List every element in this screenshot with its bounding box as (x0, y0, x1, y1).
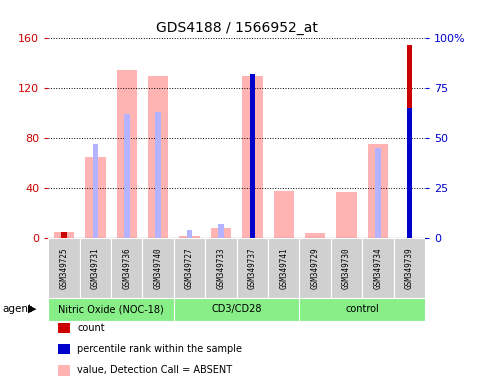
Text: Nitric Oxide (NOC-18): Nitric Oxide (NOC-18) (58, 304, 164, 314)
Bar (250, 74, 255, 238)
Bar (54, 232, 74, 238)
Text: GSM349737: GSM349737 (248, 247, 257, 289)
Bar (362, 238, 394, 298)
Bar (268, 238, 299, 298)
Text: GSM349734: GSM349734 (373, 247, 383, 289)
Bar (174, 238, 205, 298)
Bar (142, 238, 174, 298)
Bar (148, 76, 169, 238)
Bar (124, 114, 129, 238)
Bar (156, 112, 161, 238)
Bar (61, 232, 67, 238)
Bar (93, 144, 98, 238)
Bar (250, 134, 255, 238)
Bar (242, 76, 263, 238)
Bar (273, 190, 294, 238)
Bar (218, 224, 224, 238)
Bar (61, 234, 67, 238)
Text: count: count (77, 323, 105, 333)
Bar (407, 108, 412, 238)
Text: GSM349741: GSM349741 (279, 247, 288, 289)
Bar (48, 238, 80, 298)
Text: control: control (345, 304, 379, 314)
Text: GSM349733: GSM349733 (216, 247, 226, 289)
Bar (111, 238, 142, 298)
Bar (179, 235, 200, 238)
Bar (116, 70, 137, 238)
Bar (375, 148, 381, 238)
Bar (48, 298, 174, 321)
Bar (368, 144, 388, 238)
Text: GSM349740: GSM349740 (154, 247, 163, 289)
Bar (85, 157, 106, 238)
Bar (305, 233, 326, 238)
Text: ▶: ▶ (28, 304, 36, 314)
Text: GSM349727: GSM349727 (185, 247, 194, 289)
Bar (407, 45, 412, 238)
Bar (211, 228, 231, 238)
Bar (237, 238, 268, 298)
Text: GSM349731: GSM349731 (91, 247, 100, 289)
Text: GSM349736: GSM349736 (122, 247, 131, 289)
Bar (299, 298, 425, 321)
Text: GSM349739: GSM349739 (405, 247, 414, 289)
Text: GSM349729: GSM349729 (311, 247, 320, 289)
Bar (80, 238, 111, 298)
Bar (205, 238, 237, 298)
Text: percentile rank within the sample: percentile rank within the sample (77, 344, 242, 354)
Bar (299, 238, 331, 298)
Bar (174, 298, 299, 321)
Bar (187, 230, 192, 238)
Bar (331, 238, 362, 298)
Bar (394, 238, 425, 298)
Text: value, Detection Call = ABSENT: value, Detection Call = ABSENT (77, 365, 232, 375)
Text: GSM349725: GSM349725 (59, 247, 69, 289)
Text: GSM349730: GSM349730 (342, 247, 351, 289)
Title: GDS4188 / 1566952_at: GDS4188 / 1566952_at (156, 21, 318, 35)
Bar (336, 192, 357, 238)
Text: CD3/CD28: CD3/CD28 (212, 304, 262, 314)
Text: agent: agent (2, 304, 32, 314)
